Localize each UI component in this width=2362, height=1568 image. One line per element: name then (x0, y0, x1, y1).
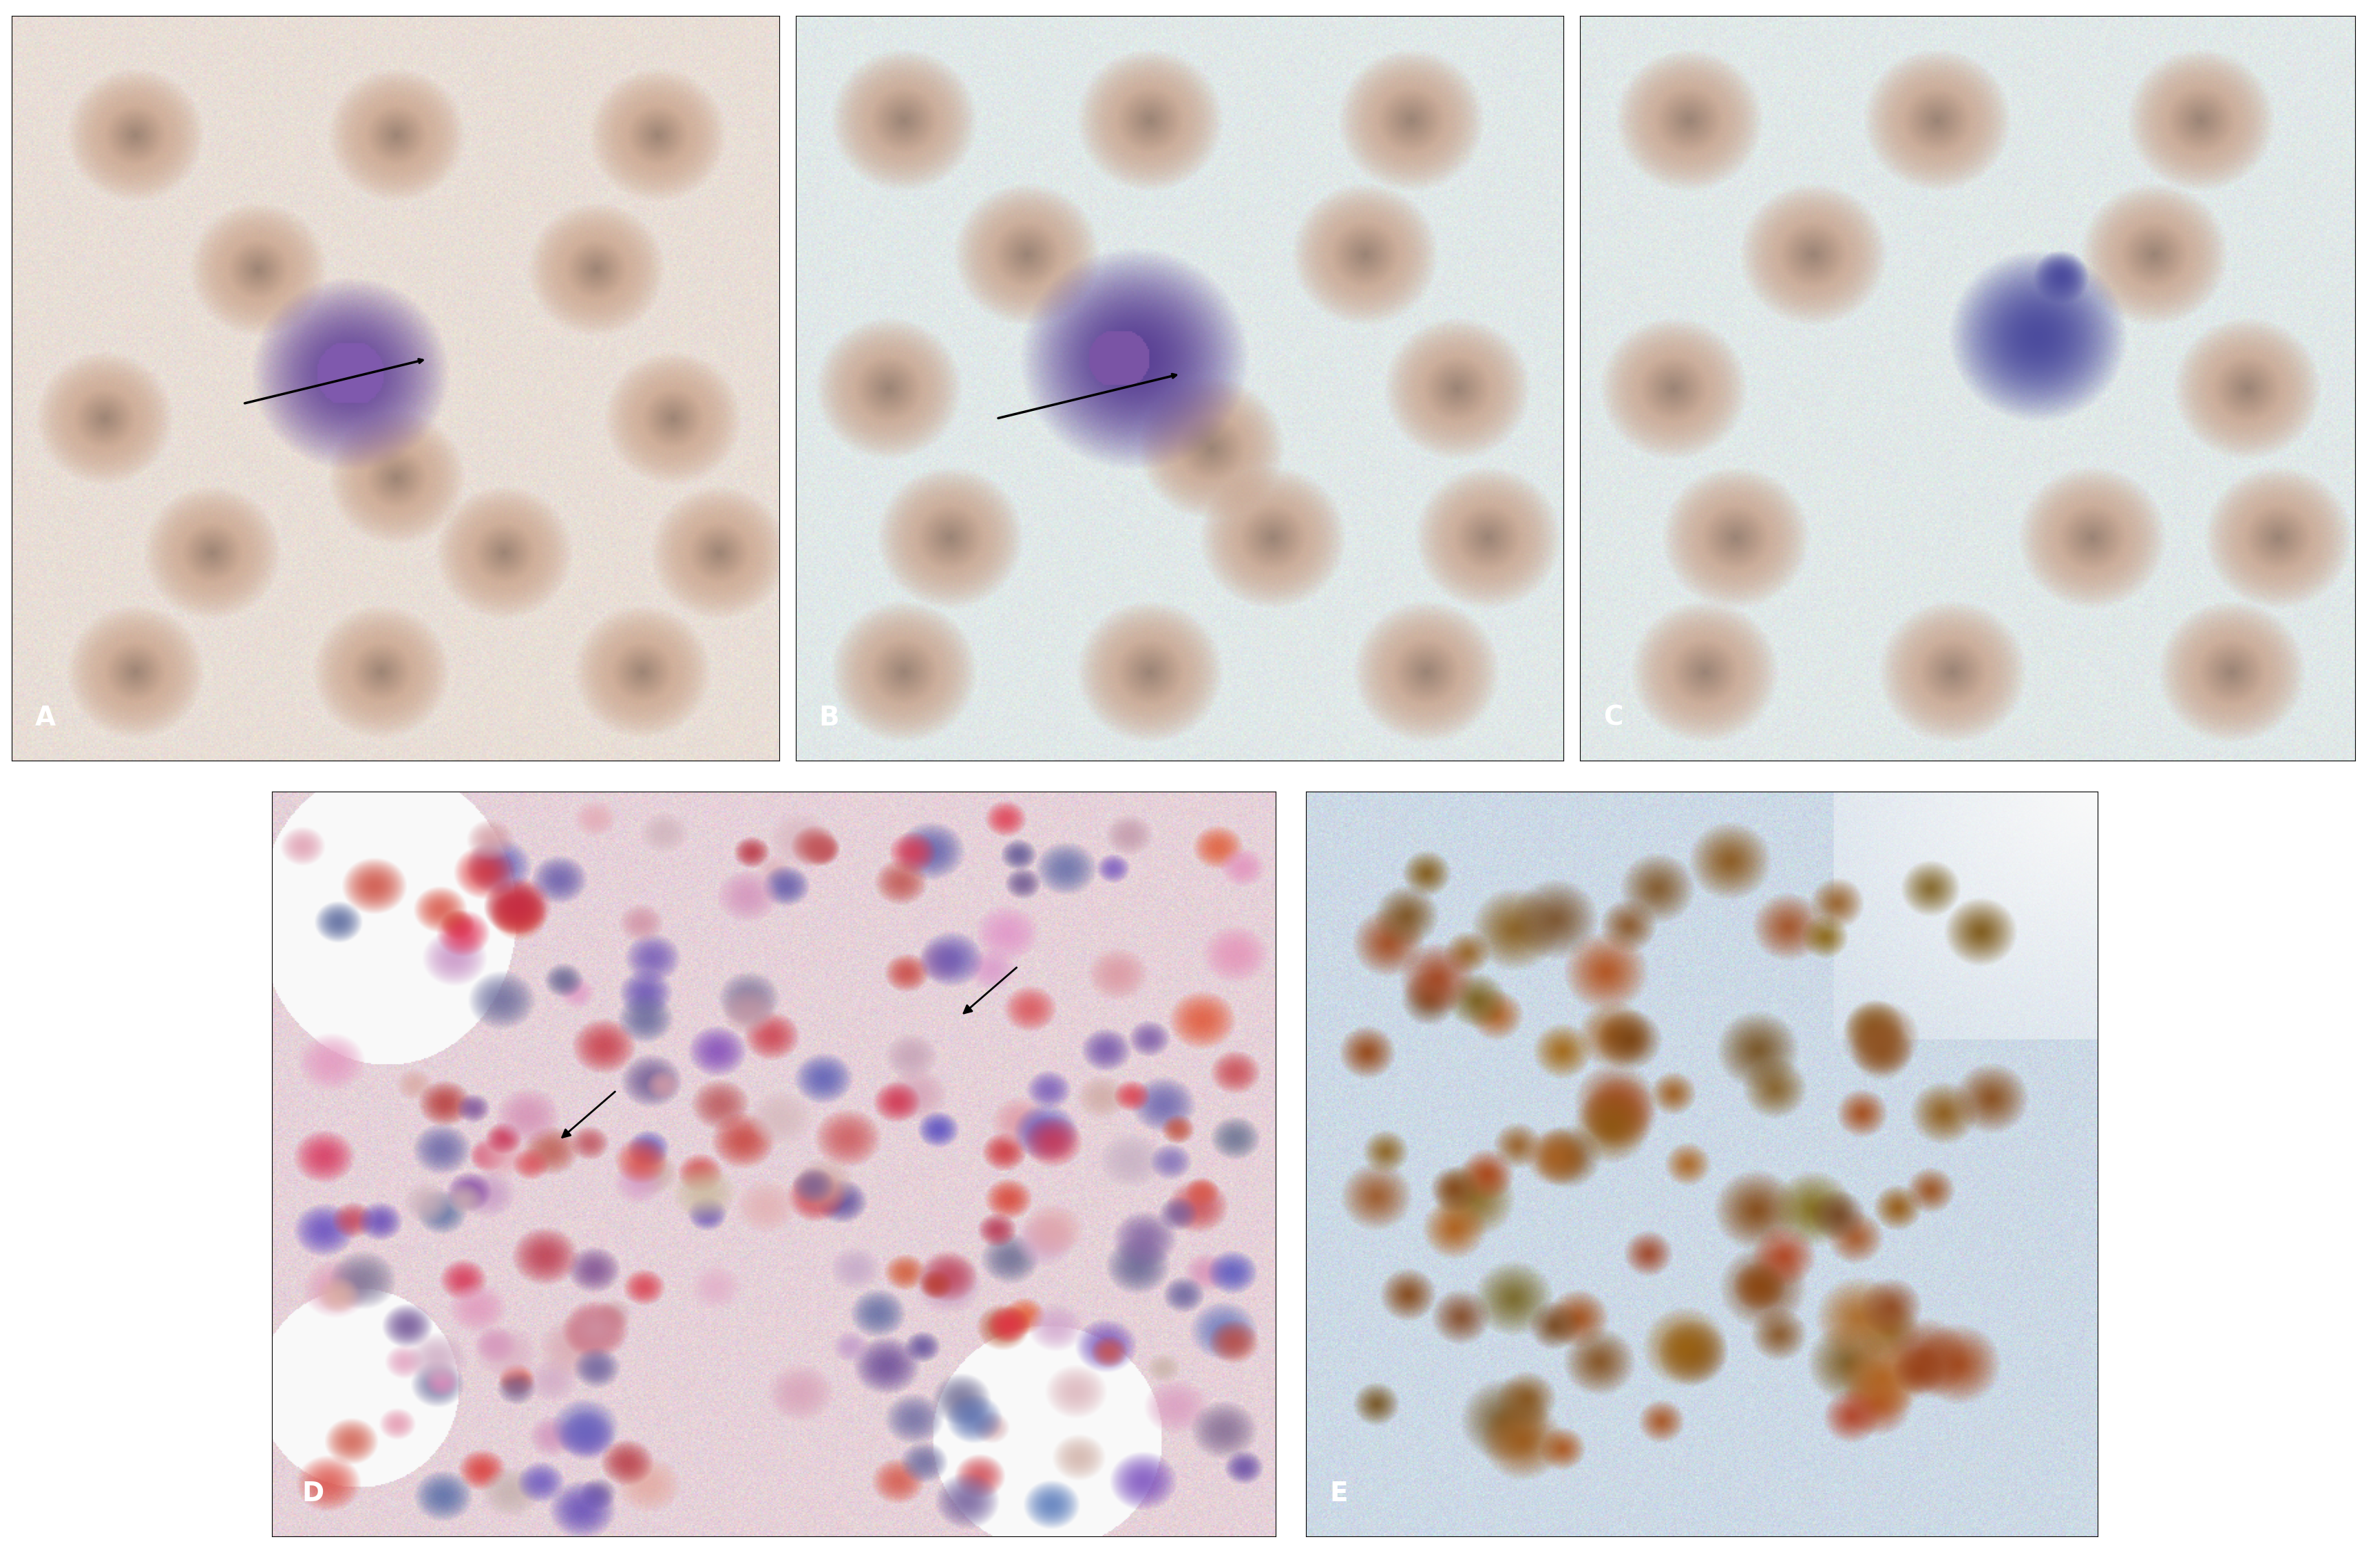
Text: A: A (35, 704, 57, 731)
Text: E: E (1330, 1480, 1349, 1507)
Text: D: D (302, 1480, 324, 1507)
Text: B: B (820, 704, 839, 731)
Text: C: C (1604, 704, 1623, 731)
